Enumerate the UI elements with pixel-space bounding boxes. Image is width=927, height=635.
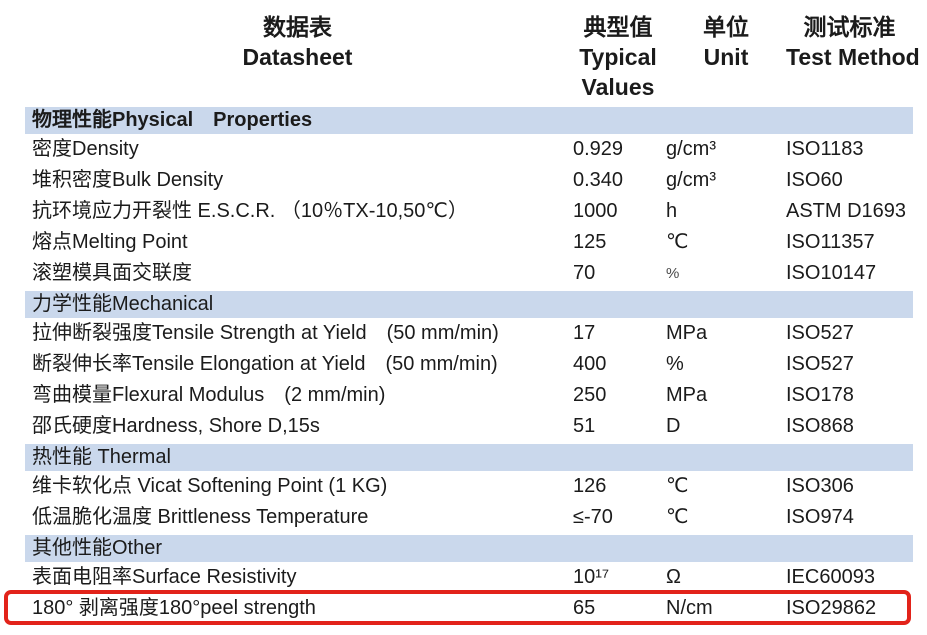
section-header: 物理性能Physical Properties [25,107,913,134]
section-title: 热性能 Thermal [32,446,171,468]
unit-cell: g/cm³ [666,169,716,191]
table-row: 滚塑模具面交联度 70 % ISO10147 [25,258,913,289]
unit-cell: % [666,265,680,282]
property-name-cell: 拉伸断裂强度Tensile Strength at Yield (50 mm/m… [32,322,499,344]
unit-cell: ℃ [666,231,689,253]
table-row: 表面电阻率Surface Resistivity 10¹⁷ Ω IEC60093 [25,562,913,593]
header-unit-en: Unit [703,44,749,70]
property-name-cell: 堆积密度Bulk Density [32,169,224,191]
unit-cell: D [666,415,681,437]
table-row: 熔点Melting Point 125 ℃ ISO11357 [25,227,913,258]
property-name-cell: 维卡软化点 Vicat Softening Point (1 KG) [32,475,388,497]
property-name-cell: 抗环境应力开裂性 E.S.C.R. （10％TX-10,50℃） [32,200,468,222]
test-method-cell: IEC60093 [786,566,875,588]
property-name-cell: 表面电阻率Surface Resistivity [32,566,297,588]
test-method-cell: ISO10147 [786,262,877,284]
header-test-zh: 测试标准 [803,14,896,40]
typical-value-cell: ≤-70 [573,506,613,528]
test-method-cell: ISO527 [786,322,854,344]
section-header: 其他性能Other [25,535,913,562]
header-test-en: Test Method [786,44,920,70]
property-name-cell: 熔点Melting Point [32,231,188,253]
table-row: 堆积密度Bulk Density 0.340 g/cm³ ISO60 [25,165,913,196]
section-header: 力学性能Mechanical [25,291,913,318]
unit-cell: g/cm³ [666,138,716,160]
typical-value-cell: 250 [573,384,607,406]
property-name-cell: 180° 剥离强度180°peel strength [32,597,316,619]
test-method-cell: ISO306 [786,475,854,497]
header-datasheet-en: Datasheet [242,44,353,70]
typical-value-cell: 125 [573,231,607,253]
unit-cell: Ω [666,566,681,588]
table-row: 维卡软化点 Vicat Softening Point (1 KG) 126 ℃… [25,471,913,502]
typical-value-cell: 65 [573,597,596,619]
test-method-cell: ASTM D1693 [786,200,907,222]
section-header: 热性能 Thermal [25,444,913,471]
property-name-cell: 断裂伸长率Tensile Elongation at Yield (50 mm/… [32,353,498,375]
section-title: 物理性能Physical Properties [32,109,313,131]
table-body: 物理性能Physical Properties 密度Density 0.929 … [4,107,913,625]
property-name-cell: 滚塑模具面交联度 [32,262,192,284]
property-name-cell: 弯曲模量Flexural Modulus (2 mm/min) [32,384,386,406]
table-row: 邵氏硬度Hardness, Shore D,15s 51 D ISO868 [25,411,913,442]
test-method-cell: ISO974 [786,506,854,528]
test-method-cell: ISO527 [786,353,854,375]
unit-cell: % [666,353,684,375]
table-row: 密度Density 0.929 g/cm³ ISO1183 [25,134,913,165]
typical-value-cell: 70 [573,262,596,284]
unit-cell: ℃ [666,506,689,528]
typical-value-cell: 0.929 [573,138,624,160]
table-row: 断裂伸长率Tensile Elongation at Yield (50 mm/… [25,349,913,380]
header-datasheet: 数据表 Datasheet [25,12,570,102]
header-typical-en-line1: Typical [579,44,657,70]
property-name-cell: 邵氏硬度Hardness, Shore D,15s [32,415,320,437]
table-row: 弯曲模量Flexural Modulus (2 mm/min) 250 MPa … [25,380,913,411]
typical-value-cell: 51 [573,415,596,437]
unit-cell: MPa [666,322,708,344]
header-typical-en-line2: Values [581,74,655,100]
header-datasheet-zh: 数据表 [263,14,332,40]
header-test-method: 测试标准 Test Method [786,12,920,102]
header-typical-values: 典型值 Typical Values [570,12,666,102]
typical-value-cell: 1000 [573,200,618,222]
unit-cell: N/cm [666,597,713,619]
typical-value-cell: 0.340 [573,169,624,191]
table-row: 抗环境应力开裂性 E.S.C.R. （10％TX-10,50℃） 1000 h … [25,196,913,227]
typical-value-cell: 10¹⁷ [573,566,610,588]
unit-cell: MPa [666,384,708,406]
header-typical-zh: 典型值 [583,14,653,40]
unit-cell: ℃ [666,475,689,497]
header-unit: 单位 Unit [666,12,786,102]
test-method-cell: ISO11357 [786,231,875,253]
test-method-cell: ISO60 [786,169,843,191]
header-unit-zh: 单位 [703,14,749,40]
typical-value-cell: 17 [573,322,596,344]
table-row: 180° 剥离强度180°peel strength 65 N/cm ISO29… [4,590,913,625]
test-method-cell: ISO868 [786,415,854,437]
section-title: 其他性能Other [32,537,163,559]
property-name-cell: 低温脆化温度 Brittleness Temperature [32,506,369,528]
section-title: 力学性能Mechanical [32,293,214,315]
test-method-cell: ISO178 [786,384,854,406]
test-method-cell: ISO1183 [786,138,864,160]
typical-value-cell: 400 [573,353,607,375]
table-header: 数据表 Datasheet 典型值 Typical Values 单位 Unit… [25,0,920,102]
typical-value-cell: 126 [573,475,607,497]
table-row: 低温脆化温度 Brittleness Temperature ≤-70 ℃ IS… [25,502,913,533]
test-method-cell: ISO29862 [786,597,877,619]
unit-cell: h [666,200,678,222]
table-row: 拉伸断裂强度Tensile Strength at Yield (50 mm/m… [25,318,913,349]
property-name-cell: 密度Density [32,138,139,160]
